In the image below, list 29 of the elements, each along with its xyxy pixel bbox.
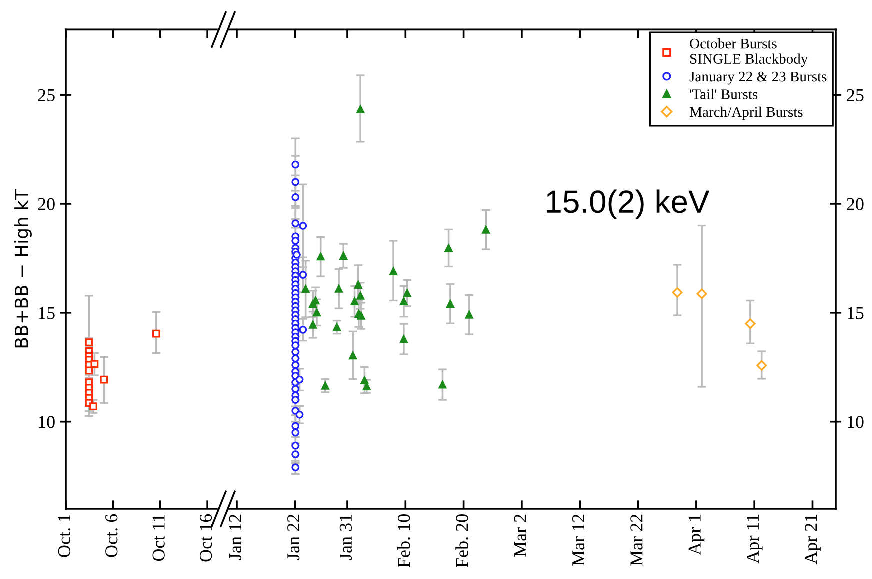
y-tick-label: 10 <box>39 416 55 428</box>
legend-label: 'Tail' Bursts <box>690 89 758 100</box>
x-tick-label: Oct. 6 <box>106 514 118 558</box>
x-tick-label: Mar 12 <box>572 514 585 566</box>
x-tick-label: Mar 2 <box>514 514 526 557</box>
y-axis-title: BB+BB − High kT <box>14 189 32 348</box>
y-tick-label: 25 <box>847 89 864 102</box>
y-tick-label: 15 <box>39 307 55 320</box>
x-tick-label: Feb. 10 <box>397 514 410 568</box>
x-tick-label: Jan 31 <box>340 514 352 560</box>
y-tick-label: 25 <box>38 89 55 102</box>
x-tick-label: Jan 22 <box>288 514 300 560</box>
x-tick-label: Jan 12 <box>229 514 242 560</box>
x-tick-label: Feb. 20 <box>456 514 468 568</box>
y-tick-label: 20 <box>847 198 864 210</box>
annotation: 15.0(2) keV <box>547 190 710 220</box>
legend-label: October Bursts SINGLE Blackbody <box>690 38 808 67</box>
y-tick-label: 20 <box>38 198 55 210</box>
y-tick-label: 15 <box>848 307 864 320</box>
x-tick-label: Oct 16 <box>200 514 212 562</box>
x-tick-label: Oct 11 <box>152 514 165 562</box>
legend-label: January 22 & 23 Bursts <box>690 72 827 85</box>
x-tick-label: Apr 21 <box>805 514 821 564</box>
x-tick-label: Oct. 1 <box>58 514 71 558</box>
y-tick-label: 10 <box>848 416 864 428</box>
x-tick-label: Apr 1 <box>688 514 705 556</box>
x-tick-label: Mar 22 <box>630 514 643 566</box>
x-tick-label: Apr 11 <box>747 514 763 564</box>
legend-label: March/April Bursts <box>690 106 803 120</box>
